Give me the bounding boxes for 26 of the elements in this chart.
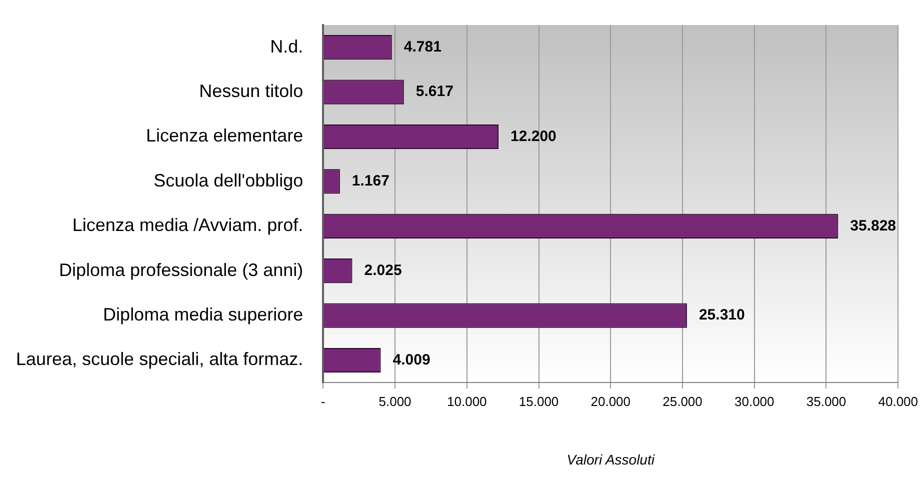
y-tick-label: Nessun titolo [199,81,304,102]
x-tick-label: - [320,394,326,409]
x-tick-label: 15.000 [518,394,559,409]
data-label: 5.617 [416,83,454,100]
data-label: 4.781 [404,38,442,56]
x-tick-label: 25.000 [662,394,702,409]
data-label: 2.025 [364,262,402,279]
x-tick-label: 5.000 [378,394,412,409]
data-label: 25.310 [698,306,745,324]
x-tick-label: 40.000 [878,394,918,409]
y-tick-label: N.d. [270,36,304,56]
data-label: 35.828 [850,217,896,234]
y-tick-label: Diploma media superiore [103,304,304,325]
x-tick-label: 35.000 [806,394,846,409]
data-label: 12.200 [510,128,556,145]
data-label: 4.009 [392,351,430,368]
y-tick-label: Diploma professionale (3 anni) [59,260,304,280]
y-tick-label: Licenza media /Avviam. prof. [72,215,304,236]
x-tick-label: 30.000 [734,394,774,409]
x-tick-label: 10.000 [447,394,487,409]
x-axis-title: Valori Assoluti [566,451,656,468]
y-tick-label: Licenza elementare [146,126,304,146]
data-label: 1.167 [352,172,390,190]
x-tick-label: 20.000 [590,394,631,409]
y-tick-label: Scuola dell'obbligo [154,170,304,190]
y-tick-label: Laurea, scuole speciali, alta formaz. [16,349,304,370]
